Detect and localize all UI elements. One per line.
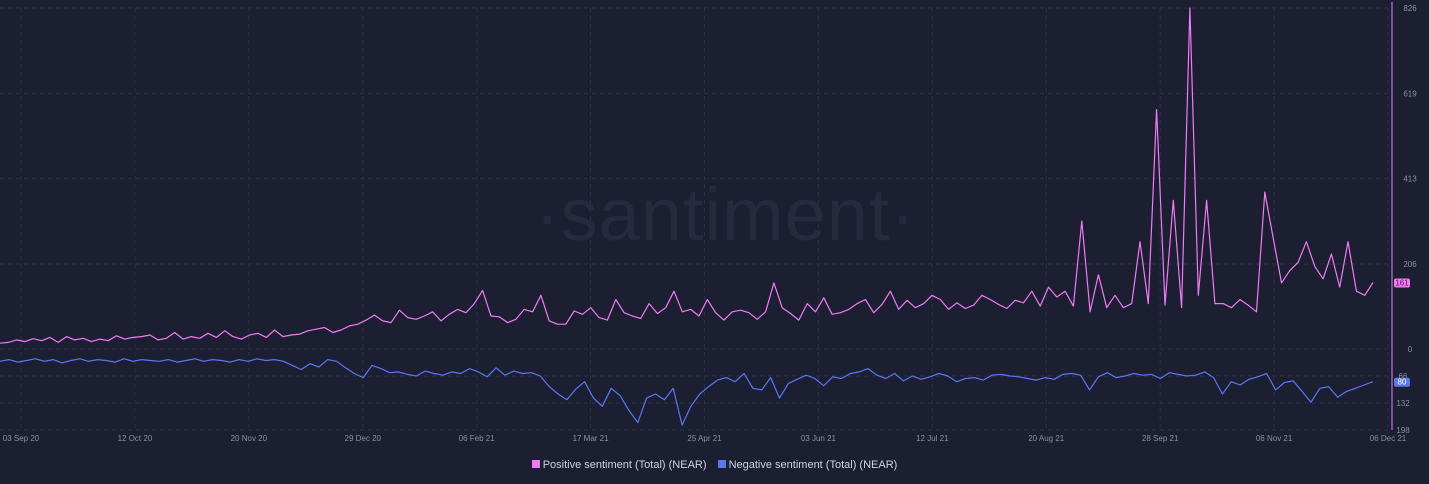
positive-last-value-box [1394, 278, 1410, 288]
x-tick-9: 20 Aug 21 [1028, 434, 1065, 443]
legend-negative-swatch [717, 460, 726, 468]
y-tick-lower-3: 198 [1396, 426, 1410, 435]
y-tick-lower-1: 66 [1399, 372, 1408, 381]
legend-positive-swatch [531, 460, 540, 468]
chart-legend: Positive sentiment (Total) (NEAR) Negati… [0, 459, 1429, 471]
positive-sentiment-line [0, 7, 1374, 344]
x-tick-12: 06 Dec 21 [1370, 434, 1407, 443]
x-tick-4: 06 Feb 21 [459, 434, 496, 443]
x-tick-6: 25 Apr 21 [687, 434, 722, 443]
negative-sentiment-line [0, 358, 1374, 426]
y-tick-upper-1: 206 [1403, 260, 1417, 269]
x-tick-0: 03 Sep 20 [3, 434, 40, 443]
legend-positive-label: Positive sentiment (Total) (NEAR) [542, 459, 707, 471]
y-tick-lower-2: 132 [1396, 399, 1410, 408]
legend-negative[interactable]: Negative sentiment (Total) (NEAR) [717, 459, 898, 471]
x-tick-2: 20 Nov 20 [231, 434, 268, 443]
x-axis: 03 Sep 20 12 Oct 20 20 Nov 20 29 Dec 20 06 F… [3, 434, 1407, 443]
x-tick-7: 03 Jun 21 [801, 434, 837, 443]
x-tick-3: 29 Dec 20 [345, 434, 382, 443]
chart-grid [0, 7, 1392, 431]
positive-last-value: 161 [1395, 279, 1409, 288]
x-tick-8: 12 Jul 21 [916, 434, 949, 443]
legend-negative-label: Negative sentiment (Total) (NEAR) [728, 459, 898, 471]
x-tick-5: 17 Mar 21 [573, 434, 610, 443]
chart-lines [0, 7, 1374, 426]
x-tick-1: 12 Oct 20 [118, 434, 153, 443]
y-tick-upper-2: 413 [1403, 175, 1417, 184]
y-tick-upper-3: 619 [1403, 89, 1417, 98]
y-tick-upper-0: 0 [1408, 345, 1413, 354]
y-tick-upper-4: 826 [1403, 4, 1417, 13]
negative-last-value: 80 [1398, 378, 1407, 387]
negative-last-value-box [1394, 377, 1410, 387]
x-tick-10: 28 Sep 21 [1142, 434, 1179, 443]
legend-positive[interactable]: Positive sentiment (Total) (NEAR) [531, 459, 707, 471]
santiment-watermark: ·santiment· [535, 173, 917, 256]
x-tick-11: 06 Nov 21 [1256, 434, 1293, 443]
y-axis: 0 206 413 619 826 66 132 198 161 80 [1391, 2, 1417, 435]
